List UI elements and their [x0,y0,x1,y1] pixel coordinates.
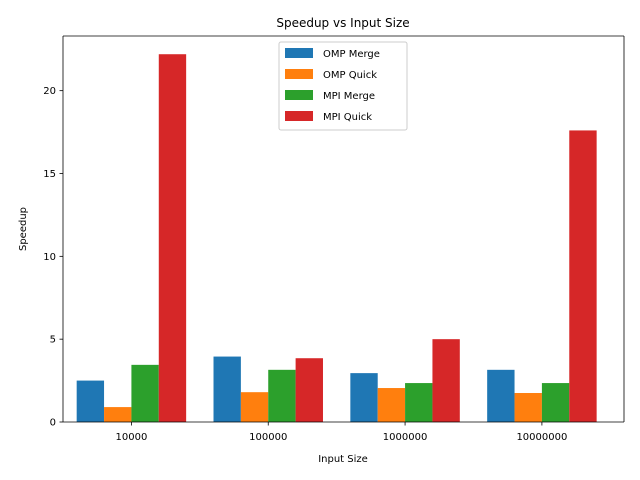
bar-omp-merge-1000000 [350,373,378,422]
bar-mpi-quick-100000 [295,358,323,422]
legend-swatch [285,90,313,100]
bar-mpi-merge-10000000 [541,383,570,422]
x-tick-label: 10000 [116,432,148,443]
legend-swatch [285,111,313,121]
bar-mpi-quick-1000000 [432,339,460,422]
x-axis-title: Input Size [318,454,368,465]
bar-omp-quick-10000 [104,407,132,422]
bar-omp-merge-10000 [76,380,105,422]
bar-omp-quick-10000000 [514,393,542,422]
chart-title: Speedup vs Input Size [276,16,409,30]
axes-group: 0 5 10 15 20 10000 100000 1000000 10000000 [43,35,625,443]
bar-mpi-merge-10000 [131,364,159,422]
y-tick-label: 5 [50,335,56,346]
x-tick-label: 1000000 [383,432,428,443]
legend-swatch [285,69,313,79]
legend: OMP Merge OMP Quick MPI Merge MPI Quick [278,41,408,131]
bars-group [76,54,597,422]
bar-omp-merge-100000 [213,356,241,422]
bar-mpi-merge-100000 [268,369,296,422]
legend-label: OMP Merge [323,49,380,60]
bar-omp-quick-100000 [240,392,269,422]
legend-label: OMP Quick [323,70,377,81]
bar-mpi-quick-10000 [158,54,187,422]
y-tick-label: 20 [43,86,56,97]
bar-mpi-quick-10000000 [569,130,597,422]
bar-omp-merge-10000000 [487,369,515,422]
y-axis-title: Speedup [18,207,29,251]
legend-label: MPI Merge [323,91,375,102]
bar-mpi-merge-1000000 [405,383,433,422]
y-tick-label: 10 [43,252,56,263]
x-tick-label: 10000000 [516,432,567,443]
legend-frame [278,41,408,131]
y-tick-label: 0 [50,418,56,429]
y-tick-label: 15 [43,169,56,180]
bar-omp-quick-1000000 [377,388,406,422]
legend-swatch [285,48,313,58]
legend-label: MPI Quick [323,112,372,123]
x-tick-label: 100000 [249,432,287,443]
